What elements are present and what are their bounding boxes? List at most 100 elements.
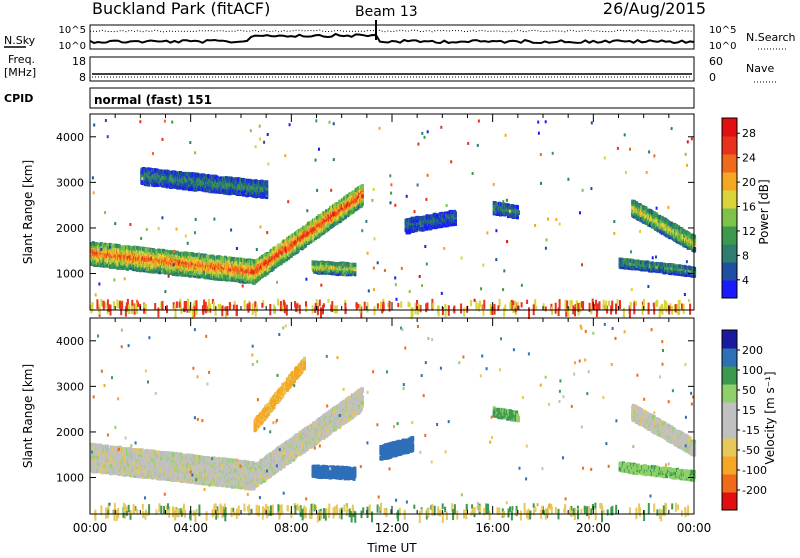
freq-right-tick-low: 0 [709, 71, 716, 84]
data-cell [170, 176, 174, 181]
data-cell [227, 269, 231, 273]
data-cell [265, 188, 269, 193]
data-cell [353, 267, 357, 272]
data-cell [260, 179, 264, 184]
data-cell [243, 258, 247, 263]
data-cell [232, 177, 235, 182]
data-cell [650, 219, 653, 224]
data-cell [206, 254, 210, 259]
data-cell [693, 241, 697, 246]
data-cell [203, 188, 207, 193]
data-cell [205, 270, 209, 275]
data-cell [239, 190, 243, 195]
data-cell [261, 264, 265, 269]
data-cell [321, 270, 325, 275]
data-cell [312, 235, 316, 240]
data-cell [360, 186, 364, 191]
data-cell [265, 180, 269, 185]
cpid-panel: CPID normal (fast) 151 [4, 87, 695, 109]
data-cell [194, 187, 198, 192]
data-cell [272, 249, 276, 253]
data-cell [406, 230, 410, 235]
data-cell [200, 264, 204, 268]
data-cell [224, 176, 228, 180]
data-cell [127, 265, 131, 270]
data-cell [265, 183, 269, 188]
data-cell [123, 251, 127, 256]
data-cell [111, 252, 115, 257]
data-cell [347, 266, 351, 271]
data-cell [498, 204, 502, 209]
data-cell [169, 172, 173, 177]
data-cell [258, 268, 262, 272]
data-cell [175, 270, 179, 274]
data-cell [130, 256, 134, 261]
data-cell [99, 244, 103, 249]
data-cell [689, 237, 693, 242]
data-cell [454, 221, 457, 226]
data-cell [233, 183, 237, 188]
data-cell [136, 246, 140, 251]
data-cell [248, 271, 252, 276]
data-cell [222, 260, 226, 265]
data-cell [454, 213, 457, 218]
freq-left-tick-low: 8 [79, 71, 86, 84]
data-cell [693, 247, 697, 251]
data-cell [170, 250, 174, 255]
data-cell [234, 272, 238, 276]
data-cell [212, 255, 216, 260]
data-cell [417, 223, 421, 228]
data-cell [343, 215, 347, 220]
data-cell [631, 258, 635, 263]
data-cell [234, 259, 238, 264]
data-cell [353, 262, 357, 267]
cpid-mode: normal (fast) 151 [94, 93, 212, 107]
data-cell [233, 185, 237, 190]
data-cell [693, 266, 697, 271]
data-cell [674, 271, 678, 276]
data-cell [108, 254, 112, 258]
data-cell [655, 213, 659, 218]
data-cell [305, 232, 309, 237]
data-cell [685, 268, 688, 273]
noise-left-tick-high: 10^5 [59, 25, 86, 36]
data-cell [156, 169, 160, 174]
data-cell [136, 265, 140, 270]
data-cell [493, 201, 497, 205]
data-cell [655, 223, 659, 228]
data-cell [633, 206, 637, 211]
data-cell [227, 273, 231, 278]
freq-panel: Freq. [MHz] 18 8 60 0 Nave [4, 53, 778, 84]
data-cell [446, 211, 450, 216]
data-cell [201, 274, 205, 278]
data-cell [680, 227, 684, 232]
freq-right-tick-high: 60 [709, 55, 723, 68]
data-cell [117, 259, 120, 263]
noise-right-tick-high: 10^5 [709, 25, 736, 36]
data-cell [265, 191, 269, 195]
data-cell [243, 184, 247, 189]
data-cell [235, 183, 239, 188]
data-cell [147, 182, 151, 187]
data-cell [632, 210, 636, 215]
data-cell [225, 256, 229, 261]
data-cell [225, 184, 229, 189]
data-cell [144, 253, 148, 258]
data-cell [259, 190, 262, 195]
data-cell [224, 306, 227, 318]
data-cell [106, 243, 110, 248]
data-cell [203, 173, 207, 178]
data-cell [170, 184, 173, 189]
data-cell [306, 239, 310, 244]
data-cell [693, 273, 697, 278]
data-cell [329, 221, 333, 226]
data-cell [411, 223, 415, 228]
data-cell [176, 251, 180, 256]
data-cell [233, 301, 236, 308]
data-cell [516, 210, 520, 215]
data-cell [332, 219, 335, 224]
data-cell [110, 243, 114, 248]
data-cell [281, 251, 285, 256]
data-cell [259, 188, 262, 193]
